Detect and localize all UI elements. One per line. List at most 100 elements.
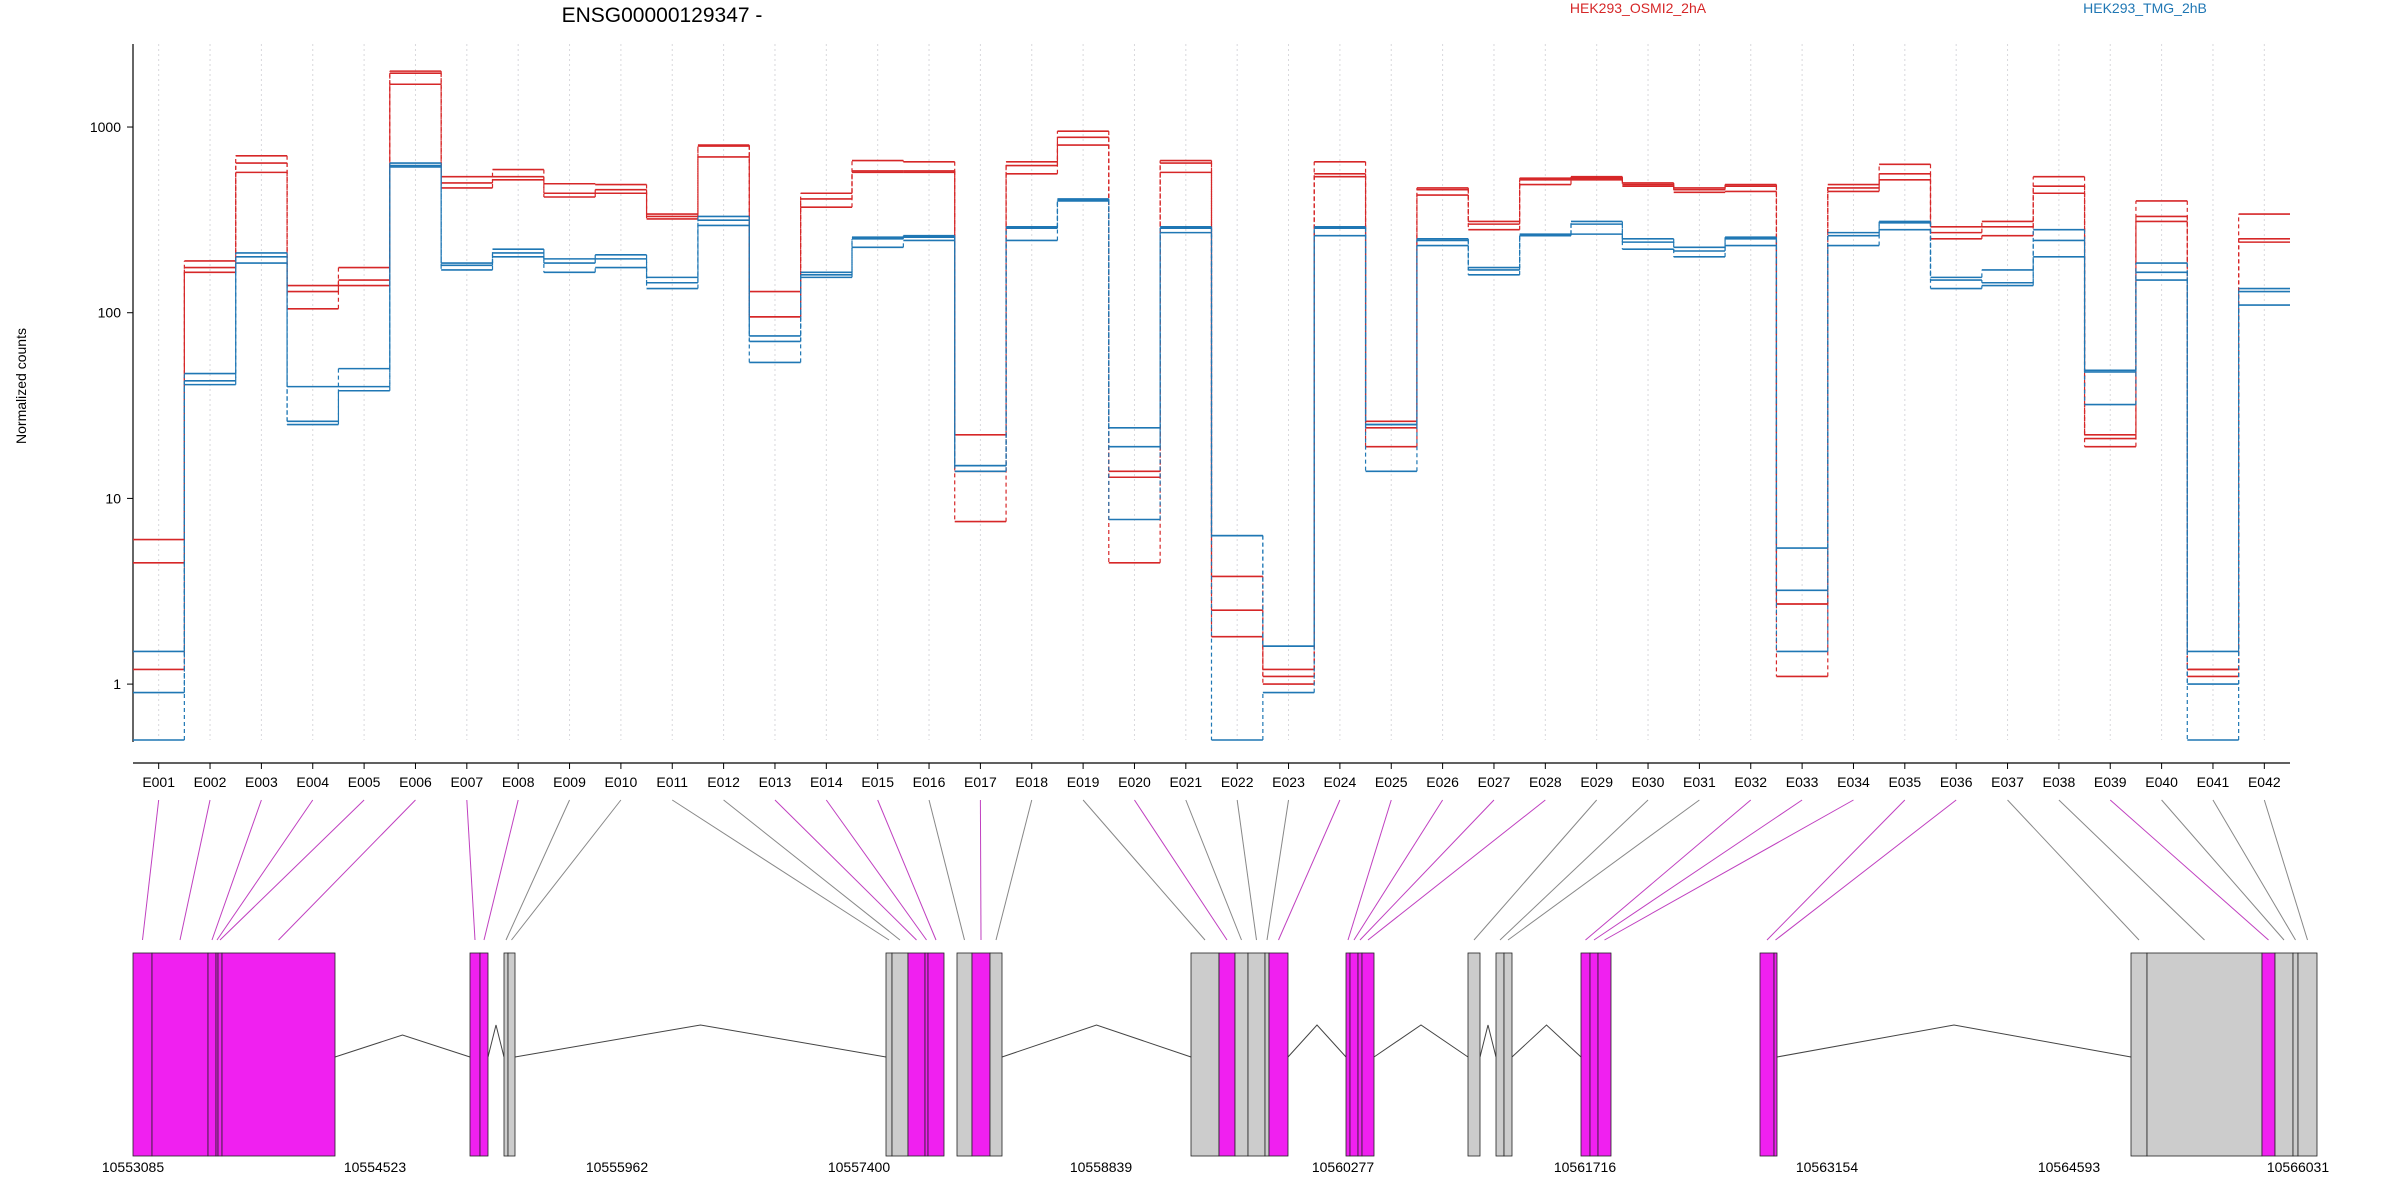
series-HEK293_TMG_2hB: [133, 166, 2290, 741]
x-tick-label: E029: [1580, 774, 1613, 790]
genomic-coordinate-label: 10564593: [2038, 1159, 2101, 1175]
x-tick-label: E001: [142, 774, 175, 790]
exon-connector-E016: [928, 799, 965, 941]
intron-line: [1511, 1024, 1582, 1058]
exon-connector-E009: [505, 799, 570, 941]
exon-connector-E015: [877, 799, 937, 941]
exon-connector-E039: [2109, 799, 2269, 941]
exon-connector-E002: [179, 799, 211, 941]
x-tick-label: E021: [1169, 774, 1202, 790]
x-tick-label: E011: [656, 774, 688, 790]
x-tick-label: E004: [296, 774, 329, 790]
exon-block-E005: [217, 952, 223, 1157]
x-tick-label: E019: [1067, 774, 1100, 790]
exon-block-E028: [1361, 952, 1375, 1157]
legend-entry-tmg: HEK293_TMG_2hB: [2083, 0, 2207, 16]
exon-connector-E011: [671, 799, 890, 941]
x-tick-label: E013: [759, 774, 792, 790]
exon-connector-E027: [1359, 799, 1495, 941]
exon-connector-E028: [1367, 799, 1546, 941]
exon-connector-E019: [1082, 799, 1206, 941]
intron-line: [1776, 1024, 2132, 1058]
exon-connector-E012: [723, 799, 901, 941]
exon-block-E025: [1345, 952, 1351, 1157]
exon-block-E014: [924, 952, 929, 1157]
genomic-coordinate-label: 10566031: [2267, 1159, 2330, 1175]
exon-block-E002: [151, 952, 209, 1157]
exon-connector-E040: [2161, 799, 2285, 941]
exon-block-E019: [1190, 952, 1220, 1157]
exon-connector-E030: [1499, 799, 1649, 941]
exon-connector-E018: [995, 799, 1033, 941]
exon-block-E006: [221, 952, 336, 1157]
x-tick-label: E028: [1529, 774, 1562, 790]
exon-block-E038: [2146, 952, 2263, 1157]
exon-block-E029: [1467, 952, 1481, 1157]
exon-block-E041: [2292, 952, 2299, 1157]
exon-connector-E004: [216, 799, 314, 941]
exon-block-E032: [1580, 952, 1591, 1157]
x-tick-label: E027: [1478, 774, 1511, 790]
genomic-coordinate-label: 10563154: [1796, 1159, 1859, 1175]
exon-connector-E042: [2263, 799, 2308, 941]
exon-connector-E031: [1507, 799, 1700, 941]
exon-connector-E024: [1278, 799, 1341, 941]
series-lines: [133, 70, 2290, 741]
genomic-coordinate-labels: 10553085 10554523 10555962 10557400 10558839…: [102, 1159, 2330, 1175]
genomic-coordinate-label: 10561716: [1554, 1159, 1617, 1175]
chart-title: ENSG00000129347 -: [562, 4, 763, 27]
axes: 1 10 100 1000 E001 E002 E003 E004 E005 E006 E007 E0…: [90, 44, 2290, 790]
x-tick-label: E032: [1734, 774, 1767, 790]
exon-block-E042: [2297, 952, 2318, 1157]
exon-connector-E032: [1585, 799, 1752, 941]
exon-block-E031: [1503, 952, 1513, 1157]
intron-line: [487, 1024, 505, 1058]
exon-connector-E025: [1347, 799, 1392, 941]
genomic-coordinate-label: 10558839: [1070, 1159, 1133, 1175]
y-tick-label: 1: [113, 676, 121, 692]
exon-block-E035: [1759, 952, 1775, 1157]
exon-block-E027: [1357, 952, 1363, 1157]
exon-connector-E013: [774, 799, 917, 941]
x-tick-label: E035: [1888, 774, 1921, 790]
exon-connector-E005: [219, 799, 365, 941]
exon-block-E039: [2261, 952, 2276, 1157]
x-tick-label: E040: [2145, 774, 2178, 790]
exon-connector-E017: [979, 799, 982, 941]
exon-connector-E008: [483, 799, 519, 941]
exon-connector-E026: [1353, 799, 1444, 941]
x-tick-label: E031: [1683, 774, 1716, 790]
exon-block-E010: [507, 952, 516, 1157]
intron-line: [514, 1024, 887, 1058]
x-tick-label: E042: [2248, 774, 2281, 790]
exon-connector-E021: [1185, 799, 1242, 941]
gene-model: [132, 952, 2318, 1157]
exon-connector-E037: [2007, 799, 2140, 941]
x-tick-label: E023: [1272, 774, 1305, 790]
exon-block-E008: [479, 952, 489, 1157]
x-tick-label: E010: [605, 774, 638, 790]
x-tick-label: E022: [1221, 774, 1254, 790]
x-tick-label: E007: [450, 774, 483, 790]
exon-connector-E038: [2058, 799, 2205, 941]
intron-line: [1287, 1024, 1347, 1058]
x-tick-label: E016: [913, 774, 946, 790]
exon-connector-E022: [1236, 799, 1257, 941]
exon-block-E018: [989, 952, 1003, 1157]
x-tick-label: E033: [1786, 774, 1819, 790]
exon-connector-E006: [278, 799, 416, 941]
exon-block-E017: [971, 952, 991, 1157]
exon-block-E016: [956, 952, 973, 1157]
x-tick-label: E009: [553, 774, 586, 790]
exon-block-E023: [1264, 952, 1270, 1157]
x-tick-label: E006: [399, 774, 432, 790]
x-tick-label: E018: [1015, 774, 1048, 790]
y-tick-label: 10: [105, 490, 121, 506]
exon-connector-E010: [511, 799, 622, 941]
y-tick-label: 1000: [90, 119, 121, 135]
y-tick-label: 100: [98, 305, 122, 321]
x-tick-label: E041: [2197, 774, 2230, 790]
exon-connector-E003: [211, 799, 262, 941]
exon-block-E003: [207, 952, 217, 1157]
